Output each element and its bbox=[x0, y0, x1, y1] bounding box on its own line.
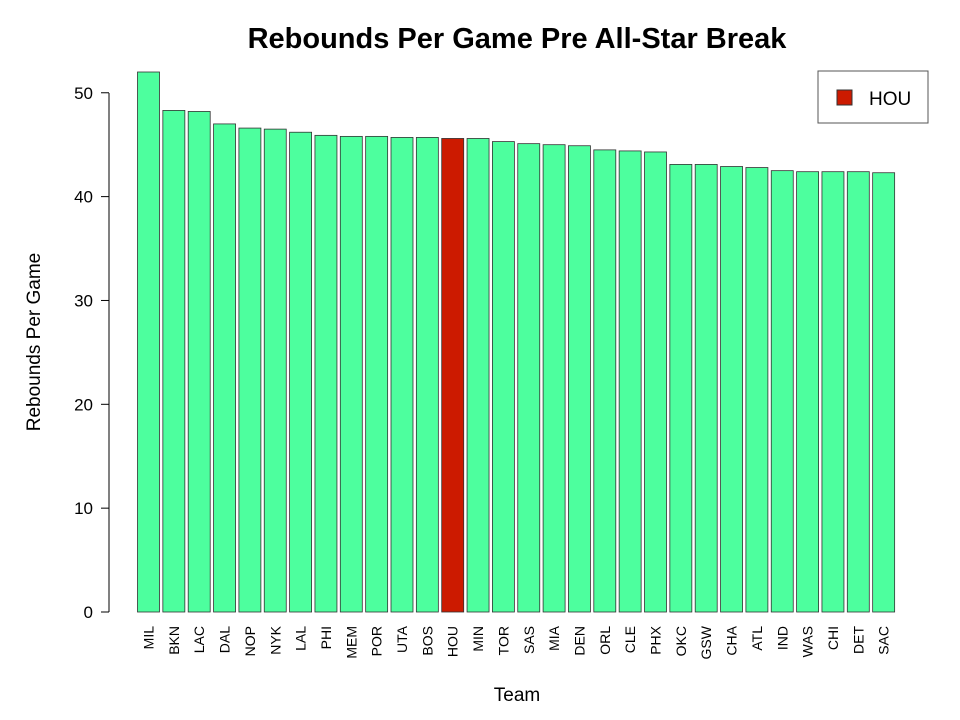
x-tick-label: PHX bbox=[648, 625, 664, 654]
x-tick-label: MIA bbox=[546, 625, 562, 651]
y-tick-label: 10 bbox=[74, 499, 93, 518]
x-tick-label: DEN bbox=[571, 626, 587, 656]
x-tick-label: SAC bbox=[876, 626, 892, 655]
x-tick-label: LAC bbox=[191, 626, 207, 653]
bar-cle bbox=[618, 150, 642, 613]
x-tick-label: UTA bbox=[394, 625, 410, 653]
bar-atl bbox=[745, 167, 769, 613]
bar-bkn bbox=[162, 110, 186, 613]
x-tick-label: HOU bbox=[445, 626, 461, 657]
x-tick-label: CHI bbox=[825, 626, 841, 650]
x-tick-label: POR bbox=[369, 626, 385, 656]
legend-label: HOU bbox=[869, 89, 911, 110]
x-tick-label: DAL bbox=[217, 626, 233, 653]
bar-uta bbox=[390, 137, 414, 613]
bar-phx bbox=[644, 151, 667, 613]
legend: HOU bbox=[817, 70, 929, 124]
x-axis-label: Team bbox=[494, 685, 540, 706]
x-tick-label: TOR bbox=[495, 626, 511, 655]
x-tick-label: MIL bbox=[141, 626, 157, 650]
x-tick-label: IND bbox=[774, 626, 790, 650]
bar-bos bbox=[415, 137, 439, 613]
x-tick-label: MIN bbox=[470, 626, 486, 652]
bar-mil bbox=[137, 71, 160, 613]
bar-mia bbox=[542, 144, 566, 613]
y-axis: 0 10 20 30 40 50 bbox=[74, 84, 110, 622]
bar-hou bbox=[441, 138, 465, 613]
x-tick-label: NYK bbox=[267, 625, 283, 654]
bar-den bbox=[568, 145, 591, 613]
bar-mem bbox=[339, 135, 363, 613]
bar-det bbox=[846, 171, 870, 613]
x-tick-label: ORL bbox=[597, 626, 613, 655]
bar-tor bbox=[491, 141, 515, 613]
bar-sac bbox=[872, 172, 896, 613]
bar-chi bbox=[821, 171, 845, 613]
bar-ind bbox=[770, 170, 794, 613]
x-tick-label: GSW bbox=[698, 625, 714, 659]
legend-swatch bbox=[836, 89, 853, 106]
bar-gsw bbox=[694, 164, 718, 613]
y-tick-label: 0 bbox=[84, 603, 93, 622]
bar-nop bbox=[238, 127, 262, 613]
legend-box bbox=[817, 70, 929, 124]
y-tick-label: 30 bbox=[74, 291, 93, 310]
x-tick-label: LAL bbox=[293, 626, 309, 651]
x-tick-label: ATL bbox=[749, 626, 765, 651]
bar-dal bbox=[213, 123, 236, 613]
y-tick-label: 50 bbox=[74, 84, 93, 103]
bar-okc bbox=[669, 164, 693, 613]
x-tick-label: NOP bbox=[242, 626, 258, 656]
bar-lac bbox=[187, 111, 211, 613]
x-tick-label: OKC bbox=[673, 626, 689, 656]
y-tick-label: 20 bbox=[74, 395, 93, 414]
bars bbox=[137, 71, 896, 613]
bar-lal bbox=[289, 131, 313, 613]
bar-nyk bbox=[263, 128, 287, 613]
bar-sas bbox=[517, 143, 541, 613]
x-tick-label: BOS bbox=[419, 626, 435, 656]
bar-por bbox=[365, 135, 389, 613]
bar-phi bbox=[314, 134, 338, 613]
chart-title: Rebounds Per Game Pre All-Star Break bbox=[248, 23, 788, 55]
x-tick-label: MEM bbox=[343, 626, 359, 659]
x-tick-label: PHI bbox=[318, 626, 334, 649]
x-tick-label: SAS bbox=[521, 626, 537, 654]
bar-was bbox=[796, 171, 819, 613]
bar-min bbox=[466, 138, 490, 613]
x-tick-label: BKN bbox=[166, 626, 182, 655]
bar-orl bbox=[593, 149, 617, 613]
x-tick-label: CLE bbox=[622, 626, 638, 653]
x-tick-label: DET bbox=[850, 626, 866, 654]
y-axis-label: Rebounds Per Game bbox=[24, 253, 45, 432]
x-tick-label: WAS bbox=[800, 626, 816, 657]
bar-cha bbox=[720, 166, 743, 613]
category-labels: MIL BKN LAC DAL NOP NYK LAL PHI MEM POR UTA BOS HOU M… bbox=[141, 625, 892, 659]
x-tick-label: CHA bbox=[724, 625, 740, 655]
y-tick-label: 40 bbox=[74, 188, 93, 207]
